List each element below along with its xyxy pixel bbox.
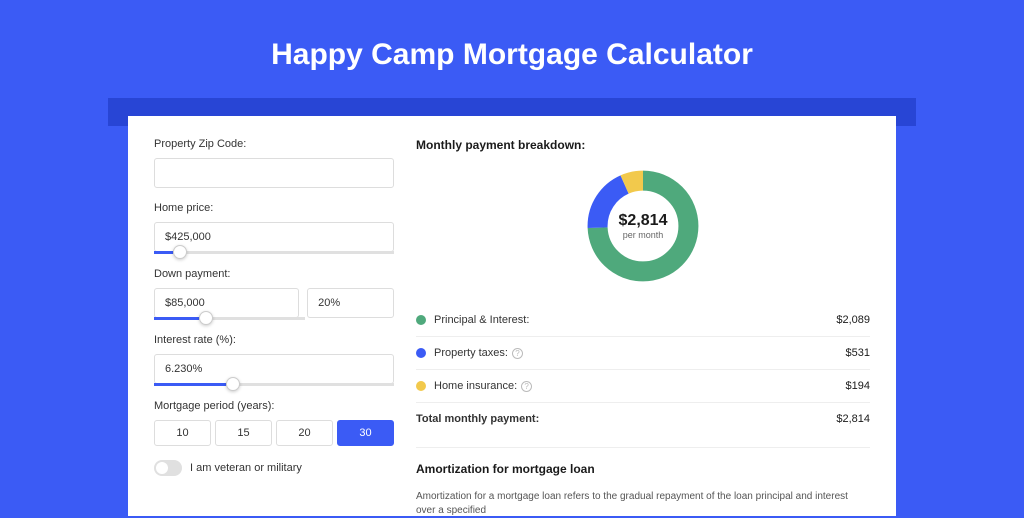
donut-amount: $2,814 [619,212,668,230]
down-pct-input[interactable] [307,288,394,318]
form-panel: Property Zip Code: Home price: Down paym… [154,138,394,494]
value-insurance: $194 [846,380,870,392]
veteran-toggle[interactable] [154,460,182,476]
period-btn-30[interactable]: 30 [337,420,394,446]
down-slider-thumb[interactable] [199,311,213,325]
calculator-card: Property Zip Code: Home price: Down paym… [128,116,896,516]
veteran-toggle-row: I am veteran or military [154,460,394,476]
rate-label: Interest rate (%): [154,334,394,346]
label-principal: Principal & Interest: [434,314,836,326]
rate-input[interactable] [154,354,394,384]
price-input[interactable] [154,222,394,252]
dot-principal [416,315,426,325]
dot-taxes [416,348,426,358]
period-label: Mortgage period (years): [154,400,394,412]
rate-slider-fill [154,383,226,386]
breakdown-row-principal: Principal & Interest: $2,089 [416,304,870,337]
veteran-label: I am veteran or military [190,462,302,474]
breakdown-title: Monthly payment breakdown: [416,138,870,152]
donut-sub: per month [619,230,668,240]
help-icon[interactable]: ? [521,381,532,392]
down-slider[interactable] [154,317,305,320]
label-insurance: Home insurance: ? [434,380,846,392]
down-input[interactable] [154,288,299,318]
price-slider-thumb[interactable] [173,245,187,259]
period-field-group: Mortgage period (years): 10 15 20 30 [154,400,394,446]
breakdown-row-total: Total monthly payment: $2,814 [416,403,870,435]
donut-chart-wrap: $2,814 per month [416,166,870,286]
rate-slider-thumb[interactable] [226,377,240,391]
breakdown-row-taxes: Property taxes: ? $531 [416,337,870,370]
down-field-group: Down payment: [154,268,394,320]
label-taxes-text: Property taxes: [434,347,508,359]
breakdown-panel: Monthly payment breakdown: $2,814 per mo… [416,138,870,494]
donut-chart: $2,814 per month [583,166,703,286]
page-title: Happy Camp Mortgage Calculator [0,0,1024,98]
amortization-text: Amortization for a mortgage loan refers … [416,490,870,518]
down-slider-fill [154,317,199,320]
label-insurance-text: Home insurance: [434,380,517,392]
amortization-title: Amortization for mortgage loan [416,462,870,476]
zip-field-group: Property Zip Code: [154,138,394,188]
zip-label: Property Zip Code: [154,138,394,150]
breakdown-row-insurance: Home insurance: ? $194 [416,370,870,403]
price-label: Home price: [154,202,394,214]
value-total: $2,814 [836,413,870,425]
rate-field-group: Interest rate (%): [154,334,394,386]
label-total: Total monthly payment: [416,413,836,425]
donut-center: $2,814 per month [619,212,668,240]
period-btn-10[interactable]: 10 [154,420,211,446]
help-icon[interactable]: ? [512,348,523,359]
amortization-section: Amortization for mortgage loan Amortizat… [416,447,870,518]
price-slider-fill [154,251,173,254]
period-btn-15[interactable]: 15 [215,420,272,446]
period-btn-20[interactable]: 20 [276,420,333,446]
value-principal: $2,089 [836,314,870,326]
price-field-group: Home price: [154,202,394,254]
rate-slider[interactable] [154,383,394,386]
dot-insurance [416,381,426,391]
value-taxes: $531 [846,347,870,359]
down-label: Down payment: [154,268,394,280]
period-options: 10 15 20 30 [154,420,394,446]
price-slider[interactable] [154,251,394,254]
label-taxes: Property taxes: ? [434,347,846,359]
zip-input[interactable] [154,158,394,188]
